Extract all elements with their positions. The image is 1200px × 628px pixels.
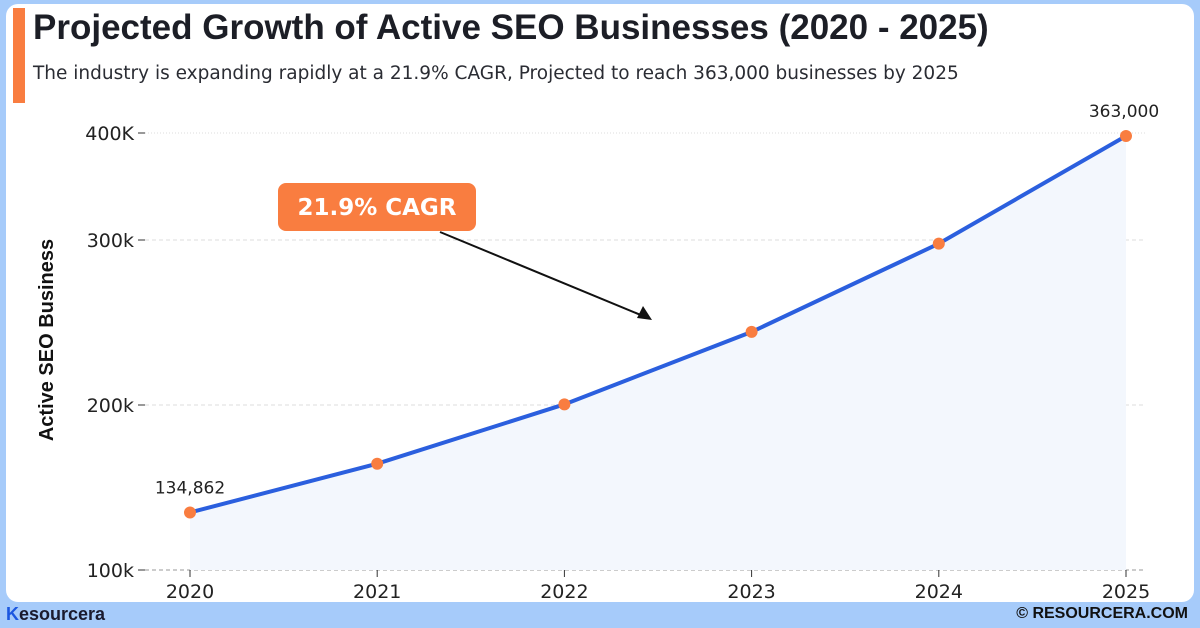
- annotation-arrow: [439, 231, 649, 319]
- y-tick-label: 300k: [87, 230, 134, 252]
- data-point: [1120, 130, 1132, 142]
- chart-subtitle: The industry is expanding rapidly at a 2…: [33, 63, 959, 84]
- cagr-badge: [278, 183, 476, 231]
- data-label: 134,862: [155, 478, 225, 498]
- data-point: [558, 398, 571, 411]
- y-tick-label: 400K: [85, 123, 134, 145]
- data-point: [745, 325, 758, 338]
- y-tick-label: 200k: [87, 395, 134, 417]
- x-tick-label: 2024: [915, 581, 963, 603]
- x-tick-label: 2023: [727, 581, 775, 603]
- x-tick-label: 2021: [353, 581, 401, 603]
- arrowhead-icon: [637, 306, 652, 320]
- y-axis-label: Active SEO Business: [36, 239, 58, 441]
- x-tick-label: 2025: [1102, 581, 1150, 603]
- data-point: [371, 457, 384, 470]
- data-point: [932, 237, 945, 250]
- series-line: [189, 134, 1127, 515]
- x-tick-label: 2022: [540, 581, 588, 603]
- area-fill: [190, 136, 1126, 570]
- x-tick-label: 2020: [166, 581, 214, 603]
- cagr-label: 21.9% CAGR: [297, 195, 456, 221]
- y-tick-label: 100k: [87, 560, 134, 582]
- copyright: © RESOURCERA.COM: [1016, 605, 1188, 622]
- data-label: 363,000: [1089, 102, 1159, 122]
- accent-bar: [13, 8, 25, 103]
- chart-title: Projected Growth of Active SEO Businesse…: [33, 8, 989, 47]
- resourcera-logo: Kesourcera: [6, 604, 106, 624]
- data-point: [184, 506, 196, 519]
